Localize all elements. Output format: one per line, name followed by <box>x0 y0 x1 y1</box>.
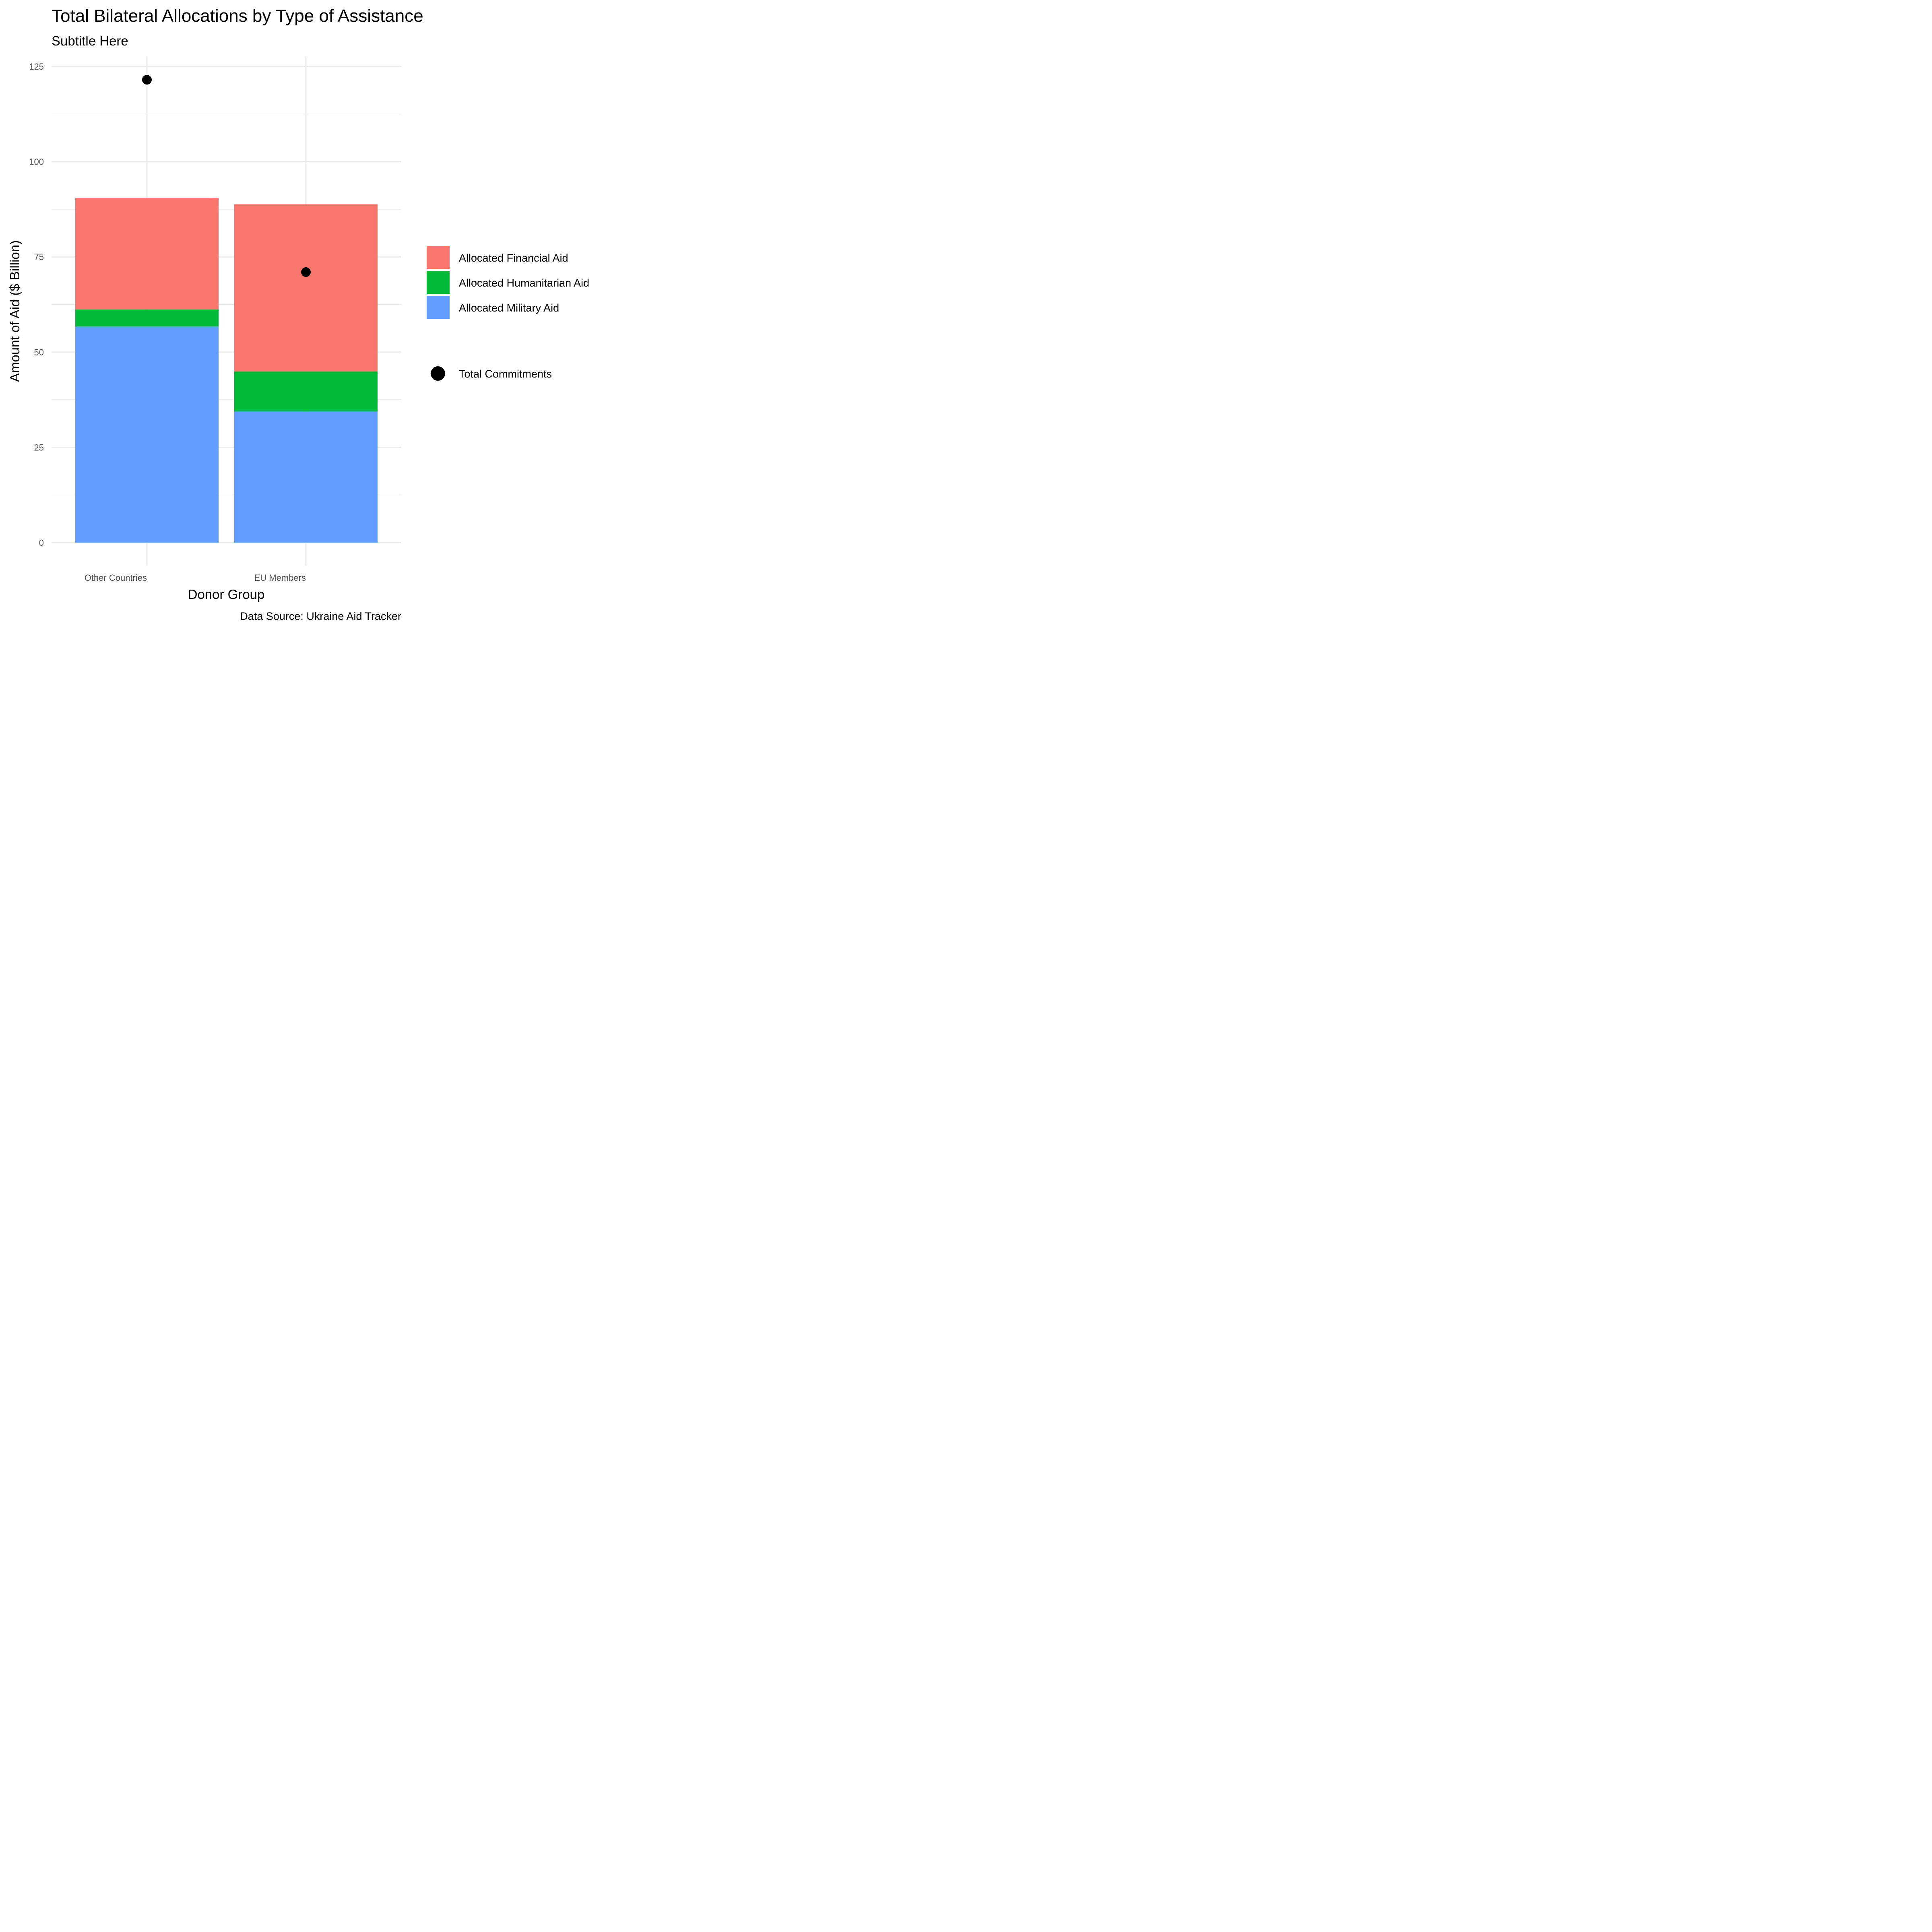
bar-segment <box>234 204 378 372</box>
bar-segment <box>234 372 378 412</box>
chart-subtitle: Subtitle Here <box>52 33 128 48</box>
commitment-point <box>301 267 311 277</box>
legend-key-label: Allocated Humanitarian Aid <box>459 277 589 289</box>
x-tick-label: EU Members <box>254 573 306 583</box>
y-tick-label: 0 <box>39 538 44 548</box>
commitment-point <box>142 75 152 85</box>
y-tick-label: 50 <box>34 347 44 357</box>
legend-key-label: Allocated Financial Aid <box>459 252 568 264</box>
y-tick-labels: 0 25 50 75 100 125 <box>29 62 44 548</box>
legend-point-label: Total Commitments <box>459 368 552 380</box>
legend-point-symbol <box>431 366 445 381</box>
legend-key-swatch <box>427 246 450 269</box>
bar-segment <box>75 198 219 310</box>
y-tick-label: 25 <box>34 442 44 452</box>
bar-segment <box>75 326 219 543</box>
legend: Allocated Financial Aid Allocated Humanit… <box>427 246 589 381</box>
stacked-bar-chart: Total Bilateral Allocations by Type of A… <box>7 6 589 622</box>
legend-key-swatch <box>427 271 450 294</box>
chart-caption: Data Source: Ukraine Aid Tracker <box>240 610 401 622</box>
legend-key-label: Allocated Military Aid <box>459 302 559 314</box>
bar-segment <box>234 411 378 543</box>
x-axis-title: Donor Group <box>188 587 265 602</box>
bar-segment <box>75 309 219 327</box>
legend-key-swatch <box>427 296 450 319</box>
bars <box>75 198 378 543</box>
x-tick-label: Other Countries <box>85 573 147 583</box>
commitment-points <box>142 75 311 277</box>
y-tick-label: 100 <box>29 157 44 167</box>
y-tick-label: 75 <box>34 252 44 262</box>
y-axis-title: Amount of Aid ($ Billion) <box>7 240 22 382</box>
chart-title: Total Bilateral Allocations by Type of A… <box>52 6 423 26</box>
x-tick-labels: Other Countries EU Members <box>85 573 306 583</box>
y-tick-label: 125 <box>29 62 44 72</box>
